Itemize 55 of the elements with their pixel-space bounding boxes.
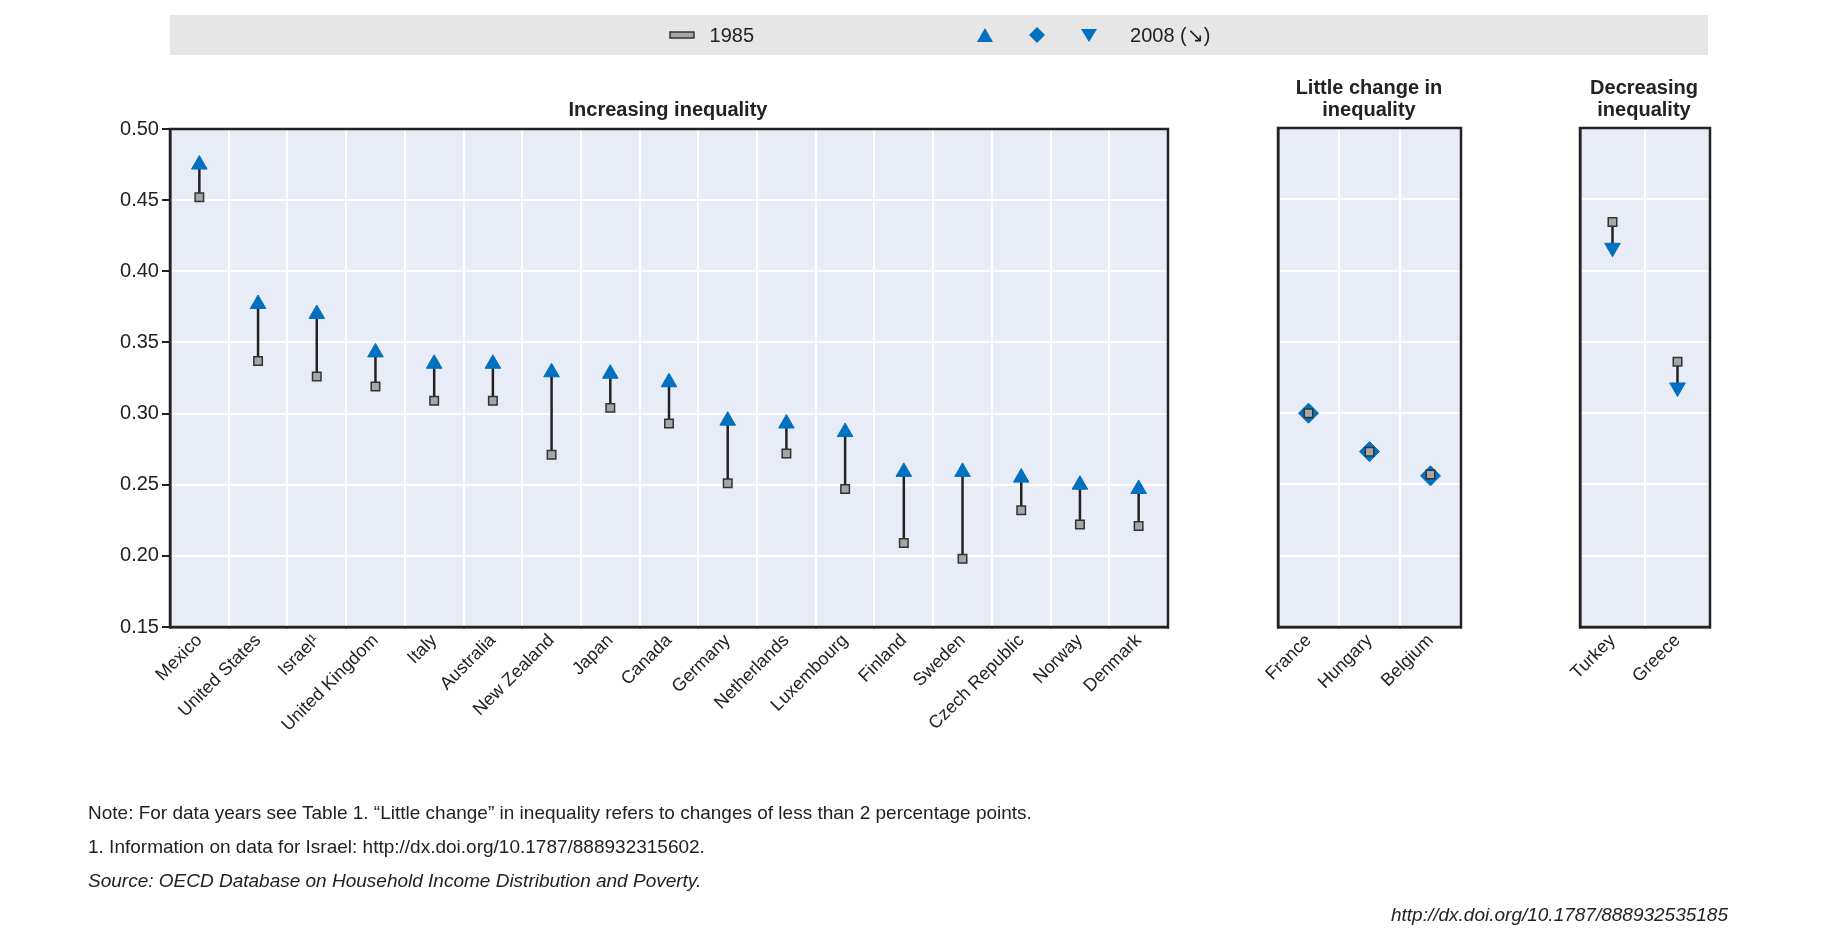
y-tick-label: 0.30 xyxy=(120,401,159,424)
point xyxy=(1672,356,1683,367)
point xyxy=(546,449,557,460)
y-tick-label: 0.50 xyxy=(120,116,159,139)
legend-label: 1985 xyxy=(709,23,755,47)
point xyxy=(1133,520,1144,531)
chart-title: Decreasing inequality xyxy=(1589,76,1699,120)
y-tick-label: 0.40 xyxy=(120,258,159,281)
y-tick-label: 0.35 xyxy=(120,329,159,352)
text: 1. Information on data for Israel: http://dx.doi.org/10.1787/888932315602. xyxy=(88,835,706,859)
source-note: Source: OECD Database on Household Income Distribution and Poverty. xyxy=(88,869,703,893)
point xyxy=(895,462,913,477)
point xyxy=(543,362,560,378)
point xyxy=(487,395,498,406)
point xyxy=(1604,242,1621,258)
point xyxy=(660,372,678,388)
point xyxy=(1016,505,1027,516)
point xyxy=(308,304,326,319)
y-tick-label: 0.20 xyxy=(120,543,159,566)
point xyxy=(898,538,909,549)
point xyxy=(778,414,795,429)
point xyxy=(1607,217,1618,228)
point xyxy=(719,411,736,426)
y-tick-label: 0.45 xyxy=(120,187,159,210)
point xyxy=(253,355,264,366)
point xyxy=(840,483,851,494)
point xyxy=(957,553,968,564)
y-tick-label: 0.25 xyxy=(120,472,159,495)
point xyxy=(484,354,502,369)
point xyxy=(429,395,440,406)
chart-title: Increasing inequality xyxy=(567,98,769,120)
point xyxy=(1669,382,1686,397)
point xyxy=(367,342,384,358)
point xyxy=(954,462,971,477)
point xyxy=(311,371,322,382)
point xyxy=(370,381,381,392)
point xyxy=(1071,475,1089,490)
x-tick-label: Italy xyxy=(403,629,441,668)
point xyxy=(664,418,674,429)
point xyxy=(1012,468,1030,483)
point xyxy=(781,448,792,459)
chart-title: Little change in inequality xyxy=(1294,76,1444,120)
point xyxy=(1074,519,1085,530)
text: http://dx.doi.org/10.1787/888932535185 xyxy=(1390,903,1728,927)
point xyxy=(191,155,208,170)
text: Note: For data years see Table 1. “Little change” in inequality refers to changes of less than 2 percentage points. xyxy=(88,801,1033,825)
point xyxy=(425,354,443,369)
point xyxy=(836,422,854,438)
y-tick-label: 0.15 xyxy=(120,614,159,637)
legend-label: 2008 (↘) xyxy=(1130,23,1211,47)
point xyxy=(249,294,267,310)
point xyxy=(605,402,616,413)
point xyxy=(722,478,733,489)
point xyxy=(1130,479,1147,494)
point xyxy=(602,364,619,379)
